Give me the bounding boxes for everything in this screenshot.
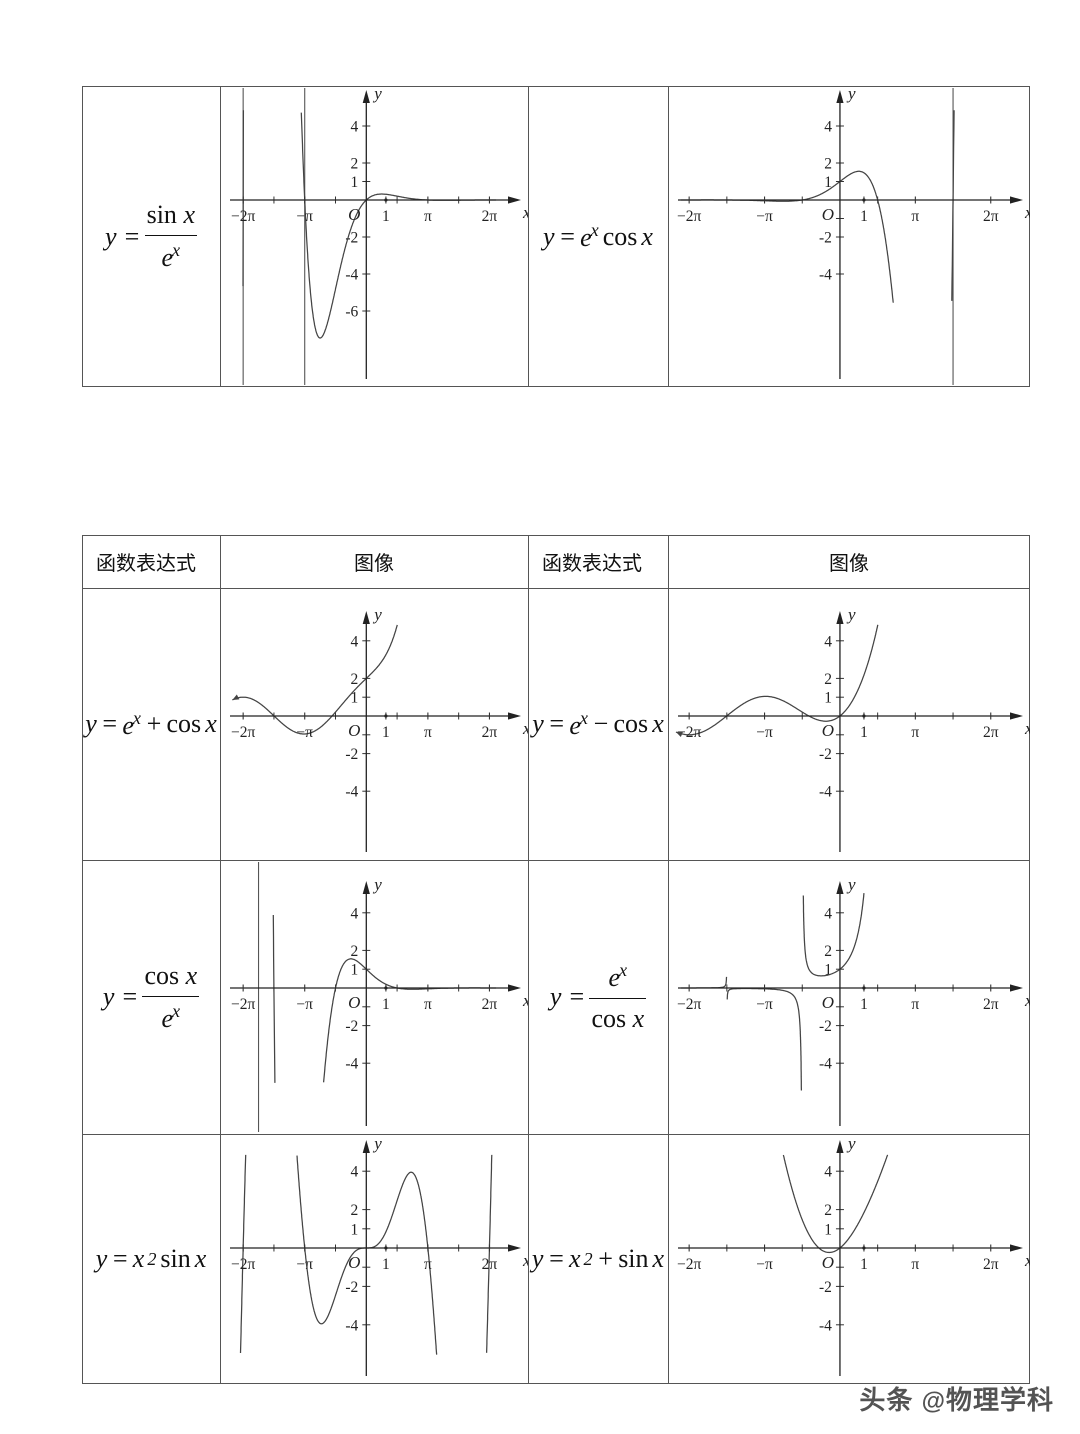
svg-text:-4: -4 [819,267,832,284]
svg-text:4: 4 [824,119,832,136]
svg-text:y: y [372,605,382,624]
svg-text:-4: -4 [819,1317,832,1334]
svg-text:1: 1 [351,690,359,707]
svg-text:2: 2 [824,671,832,688]
svg-text:−2π: −2π [677,1256,701,1273]
svg-text:O: O [822,721,834,740]
svg-text:O: O [348,205,360,224]
svg-text:−π: −π [296,724,313,741]
svg-text:−π: −π [756,1256,773,1273]
svg-text:O: O [822,205,834,224]
svg-text:-6: -6 [345,304,358,321]
svg-text:−2π: −2π [231,996,255,1013]
svg-text:π: π [424,996,432,1013]
svg-text:2π: 2π [983,208,999,225]
svg-text:-4: -4 [345,1317,358,1334]
svg-text:4: 4 [824,633,832,650]
svg-text:2: 2 [824,156,832,173]
svg-text:−π: −π [756,996,773,1013]
svg-text:4: 4 [824,905,832,922]
svg-text:2: 2 [351,156,359,173]
svg-text:π: π [424,1256,432,1273]
svg-text:-4: -4 [819,1056,832,1073]
svg-text:π: π [911,724,919,741]
svg-text:1: 1 [382,996,390,1013]
svg-text:2π: 2π [482,1256,498,1273]
svg-text:−2π: −2π [231,1256,255,1273]
svg-text:x: x [1024,991,1030,1010]
svg-text:4: 4 [351,905,359,922]
svg-text:-2: -2 [819,746,832,763]
svg-text:y: y [846,1134,856,1153]
svg-text:-4: -4 [345,267,358,284]
svg-text:−π: −π [756,208,773,225]
svg-text:π: π [424,724,432,741]
svg-text:x: x [1024,719,1030,738]
svg-text:2π: 2π [983,996,999,1013]
svg-text:-2: -2 [819,230,832,247]
svg-text:π: π [911,208,919,225]
svg-text:π: π [424,208,432,225]
svg-text:x: x [1024,203,1030,222]
svg-text:1: 1 [351,962,359,979]
svg-text:y: y [372,86,382,103]
svg-text:-4: -4 [345,784,358,801]
svg-text:2: 2 [351,1202,359,1219]
svg-text:-4: -4 [345,1056,358,1073]
svg-text:4: 4 [824,1164,832,1181]
svg-text:2: 2 [824,943,832,960]
svg-text:1: 1 [860,996,868,1013]
svg-text:1: 1 [860,208,868,225]
svg-text:y: y [846,605,856,624]
svg-text:2π: 2π [983,1256,999,1273]
svg-text:O: O [822,1253,834,1272]
svg-text:−2π: −2π [677,208,701,225]
svg-text:-2: -2 [819,1279,832,1296]
svg-text:2π: 2π [482,724,498,741]
svg-text:2: 2 [351,671,359,688]
svg-text:y: y [372,1134,382,1153]
svg-text:2π: 2π [482,208,498,225]
svg-text:O: O [348,993,360,1012]
svg-text:y: y [846,875,856,894]
svg-text:4: 4 [351,633,359,650]
svg-text:O: O [348,1253,360,1272]
svg-text:1: 1 [382,1256,390,1273]
svg-text:2: 2 [351,943,359,960]
svg-text:1: 1 [382,208,390,225]
svg-text:−2π: −2π [677,996,701,1013]
svg-text:4: 4 [351,119,359,136]
svg-text:−2π: −2π [231,208,255,225]
svg-text:2: 2 [824,1202,832,1219]
svg-text:-4: -4 [819,784,832,801]
svg-text:−2π: −2π [231,724,255,741]
svg-text:1: 1 [351,1221,359,1238]
svg-text:−π: −π [756,724,773,741]
svg-text:-2: -2 [345,1018,358,1035]
svg-text:π: π [911,1256,919,1273]
svg-text:1: 1 [382,724,390,741]
svg-text:2π: 2π [482,996,498,1013]
svg-text:π: π [911,996,919,1013]
svg-text:1: 1 [860,1256,868,1273]
svg-text:4: 4 [351,1164,359,1181]
svg-text:−π: −π [296,1256,313,1273]
svg-text:−π: −π [296,996,313,1013]
svg-text:O: O [348,721,360,740]
svg-text:O: O [822,993,834,1012]
svg-text:-2: -2 [819,1018,832,1035]
svg-text:-2: -2 [345,746,358,763]
svg-text:-2: -2 [345,1279,358,1296]
svg-text:x: x [1024,1251,1030,1270]
svg-text:y: y [372,875,382,894]
svg-text:y: y [846,86,856,103]
svg-text:2π: 2π [983,724,999,741]
svg-text:1: 1 [824,1221,832,1238]
svg-text:1: 1 [860,724,868,741]
svg-text:1: 1 [351,174,359,191]
svg-text:−π: −π [296,208,313,225]
svg-text:1: 1 [824,690,832,707]
